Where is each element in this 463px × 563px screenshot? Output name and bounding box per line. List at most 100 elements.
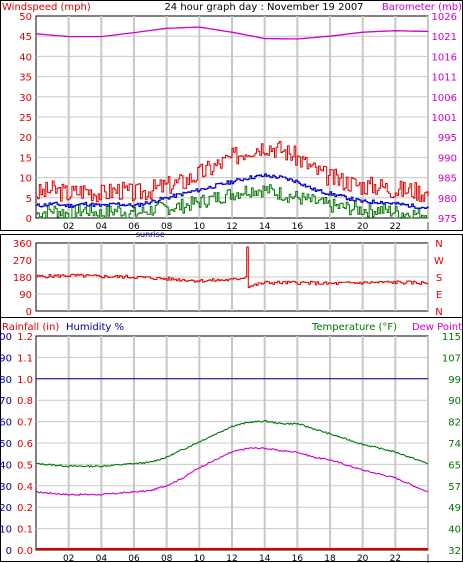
wind-direction-line: [36, 246, 429, 289]
compass-tick-label: E: [436, 290, 442, 301]
wind-x-tick-label: 10: [194, 222, 206, 232]
wind-tick-label: 15: [19, 153, 32, 164]
compass-tick-label: W: [434, 256, 444, 267]
rainfall-tick-label: 1.1: [17, 353, 33, 364]
humidity-axis-title: Humidity %: [66, 322, 124, 333]
wind-tick-label: 35: [19, 73, 32, 84]
humidity-tick-label: 0: [6, 546, 12, 557]
temperature-tick-label: 82: [448, 418, 461, 429]
wind-axis-title: Windspeed (mph): [2, 2, 91, 13]
barometer-tick-label: 975: [438, 214, 457, 225]
temperature-tick-label: 115: [442, 332, 461, 343]
wind-x-tick-label: 04: [96, 222, 108, 232]
wind-low-line: [36, 184, 428, 219]
temperature-tick-label: 57: [448, 482, 461, 493]
wind-tick-label: 25: [19, 113, 32, 124]
compass-tick-label: S: [436, 273, 442, 284]
direction-tick-label: 180: [13, 273, 32, 284]
humidity-tick-label: 50: [0, 439, 12, 450]
wind-x-tick-label: 14: [259, 222, 271, 232]
temperature-x-tick-label: 02: [63, 554, 74, 563]
temperature-tick-label: 99: [448, 375, 461, 386]
temperature-x-tick-label: 10: [194, 554, 206, 563]
humidity-tick-label: 100: [0, 332, 12, 343]
temperature-tick-label: 65: [448, 460, 461, 471]
compass-tick-label: N: [435, 307, 442, 318]
direction-tick-label: 0: [26, 307, 32, 318]
direction-tick-label: 270: [13, 256, 32, 267]
wind-x-tick-label: 08: [161, 222, 173, 232]
wind-x-tick-label: 20: [357, 222, 369, 232]
rainfall-tick-label: 0.4: [17, 482, 33, 493]
temperature-x-tick-label: |: [426, 554, 429, 563]
humidity-tick-label: 20: [0, 503, 12, 514]
barometer-tick-label: 1011: [432, 73, 457, 84]
rainfall-tick-label: 0.5: [17, 460, 33, 471]
rainfall-tick-label: 0.6: [17, 439, 33, 450]
rainfall-tick-label: 0.2: [17, 503, 33, 514]
temperature-tick-label: 74: [448, 439, 461, 450]
graph-title: 24 hour graph day : November 19 2007: [164, 2, 363, 13]
barometer-axis-title: Barometer (mb): [382, 2, 462, 13]
barometer-tick-label: 1026: [432, 12, 457, 23]
wind-x-tick-label: 12: [226, 222, 237, 232]
humidity-tick-label: 90: [0, 353, 12, 364]
barometer-tick-label: 990: [438, 153, 457, 164]
humidity-tick-label: 70: [0, 396, 12, 407]
barometer-tick-label: 995: [438, 133, 457, 144]
temperature-x-tick-label: 14: [259, 554, 271, 563]
temperature-tick-label: 40: [448, 525, 461, 536]
temperature-line: [35, 419, 429, 468]
temperature-x-tick-label: 16: [292, 554, 304, 563]
barometer-line: [35, 26, 429, 40]
rainfall-axis-title: Rainfall (in): [2, 322, 59, 333]
temperature-tick-label: 49: [448, 503, 461, 514]
temperature-tick-label: 32: [448, 546, 461, 557]
temperature-x-tick-label: 18: [324, 554, 336, 563]
barometer-tick-label: 1016: [432, 52, 457, 63]
wind-tick-label: 50: [19, 12, 32, 23]
wind-tick-label: 0: [26, 214, 32, 225]
compass-tick-label: N: [435, 239, 442, 250]
barometer-tick-label: 980: [438, 194, 457, 205]
rainfall-tick-label: 0.1: [17, 525, 33, 536]
sunrise-label: sunrise: [136, 230, 165, 239]
temperature-axis-title: Temperature (°F): [311, 322, 397, 333]
barometer-tick-label: 1021: [432, 32, 457, 43]
temperature-tick-label: 90: [448, 396, 461, 407]
wind-x-tick-label: |: [426, 222, 429, 232]
temperature-x-tick-label: 04: [96, 554, 108, 563]
wind-x-tick-label: 22: [390, 222, 401, 232]
rainfall-tick-label: 0.0: [17, 546, 33, 557]
temperature-x-tick-label: 12: [226, 554, 237, 563]
temperature-x-tick-label: 22: [390, 554, 401, 563]
wind-x-tick-label: 18: [324, 222, 336, 232]
rainfall-tick-label: 0.7: [17, 418, 33, 429]
barometer-tick-label: 1001: [432, 113, 457, 124]
humidity-tick-label: 30: [0, 482, 12, 493]
wind-tick-label: 40: [19, 52, 32, 63]
humidity-tick-label: 40: [0, 460, 12, 471]
temperature-x-tick-label: 08: [161, 554, 173, 563]
humidity-tick-label: 80: [0, 375, 12, 386]
wind-average-line: [36, 173, 429, 210]
rainfall-tick-label: 0.8: [17, 396, 33, 407]
humidity-tick-label: 10: [0, 525, 12, 536]
wind-tick-label: 45: [19, 32, 32, 43]
direction-tick-label: 360: [13, 239, 32, 250]
wind-x-tick-label: 02: [63, 222, 74, 232]
rainfall-tick-label: 1.0: [17, 375, 33, 386]
dewpoint-line: [36, 446, 429, 496]
dewpoint-axis-title: Dew Point: [412, 322, 462, 333]
humidity-tick-label: 60: [0, 418, 12, 429]
wind-tick-label: 5: [26, 194, 32, 205]
direction-tick-label: 90: [19, 290, 32, 301]
temperature-x-tick-label: 06: [128, 554, 140, 563]
wind-gust-line: [36, 140, 429, 203]
temperature-tick-label: 107: [442, 353, 461, 364]
rainfall-tick-label: 1.2: [17, 332, 33, 343]
wind-tick-label: 10: [19, 174, 32, 185]
wind-x-tick-label: 06: [128, 222, 140, 232]
